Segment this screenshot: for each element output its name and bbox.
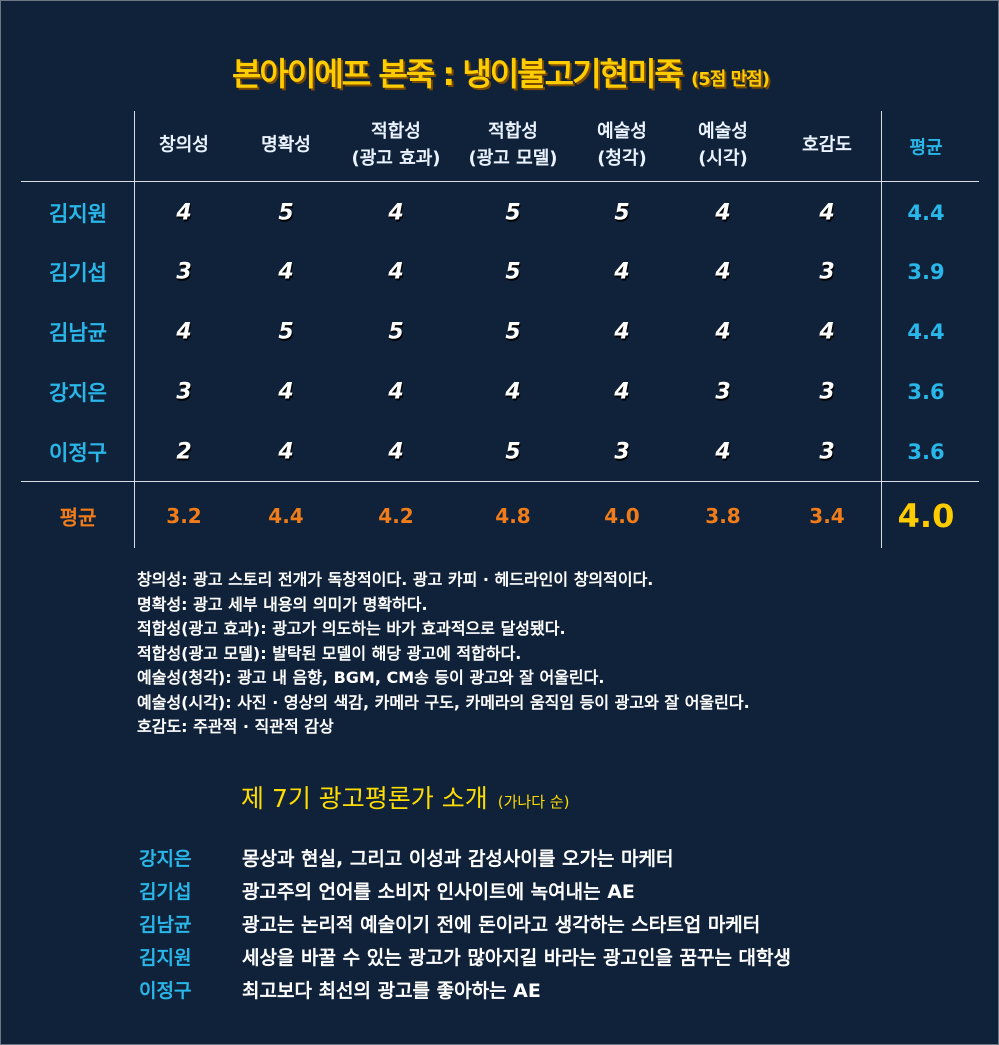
row-average: 4.4 bbox=[907, 320, 945, 344]
definition-line: 적합성(광고 효과): 광고가 의도하는 바가 효과적으로 달성됐다. bbox=[137, 619, 566, 638]
column-average: 4.4 bbox=[268, 504, 304, 528]
definitions: 창의성: 광고 스토리 전개가 독창적이다. 광고 카피 · 헤드라인이 창의적… bbox=[137, 568, 750, 740]
overall-average: 4.0 bbox=[897, 497, 955, 535]
critic-name: 강지은 bbox=[139, 848, 192, 870]
critics-title: 제 7기 광고평론가 소개 (가나다 순) bbox=[241, 779, 569, 815]
column-average: 4.8 bbox=[495, 504, 531, 528]
score-cell: 4 bbox=[819, 200, 835, 226]
critic-item: 이정구 최고보다 최선의 광고를 좋아하는 AE bbox=[139, 975, 791, 1008]
row-name: 이정구 bbox=[49, 441, 107, 465]
definition-line: 창의성: 광고 스토리 전개가 독창적이다. 광고 카피 · 헤드라인이 창의적… bbox=[137, 570, 654, 589]
score-cell: 4 bbox=[614, 319, 630, 345]
score-cell: 5 bbox=[278, 200, 294, 226]
column-header: 예술성 (시각) bbox=[698, 121, 748, 169]
column-header-average: 평균 bbox=[909, 137, 943, 159]
column-average: 4.0 bbox=[604, 504, 640, 528]
definition-line: 적합성(광고 모델): 발탁된 모델이 해당 광고에 적합하다. bbox=[137, 643, 522, 663]
divider bbox=[21, 181, 979, 182]
score-cell: 4 bbox=[176, 319, 192, 345]
definition-line: 명확성: 광고 세부 내용의 의미가 명확하다. bbox=[137, 594, 428, 614]
critic-item: 강지은 몽상과 현실, 그리고 이성과 감성사이를 오가는 마케터 bbox=[139, 843, 791, 876]
score-cell: 3 bbox=[715, 379, 731, 405]
score-cell: 5 bbox=[614, 200, 630, 226]
column-average: 4.2 bbox=[378, 504, 414, 528]
row-name: 김남균 bbox=[49, 321, 107, 345]
score-cell: 4 bbox=[614, 259, 630, 285]
critic-name: 김남균 bbox=[139, 914, 192, 936]
column-average: 3.8 bbox=[705, 504, 741, 528]
score-cell: 4 bbox=[715, 200, 731, 226]
page-title: 본아이에프 본죽 : 냉이불고기현미죽 (5점 만점) bbox=[1, 49, 998, 95]
score-cell: 5 bbox=[278, 319, 294, 345]
critic-description: 몽상과 현실, 그리고 이성과 감성사이를 오가는 마케터 bbox=[242, 848, 674, 870]
column-header: 적합성 (광고 모델) bbox=[468, 121, 558, 169]
divider bbox=[134, 111, 135, 548]
critic-description: 광고주의 언어를 소비자 인사이트에 녹여내는 AE bbox=[242, 881, 635, 903]
score-cell: 4 bbox=[388, 439, 404, 465]
row-average: 3.6 bbox=[907, 380, 945, 404]
title-text: 본아이에프 본죽 : 냉이불고기현미죽 bbox=[232, 55, 684, 93]
title-note: (5점 만점) bbox=[691, 69, 770, 90]
critic-name: 김기섭 bbox=[139, 881, 192, 903]
score-cell: 4 bbox=[278, 259, 294, 285]
score-cell: 5 bbox=[505, 319, 521, 345]
critic-name: 이정구 bbox=[139, 980, 192, 1002]
score-cell: 3 bbox=[614, 439, 630, 465]
score-cell: 4 bbox=[614, 379, 630, 405]
critics-title-note: (가나다 순) bbox=[497, 793, 570, 811]
critic-item: 김지원 세상을 바꿀 수 있는 광고가 많아지길 바라는 광고인을 꿈꾸는 대학생 bbox=[139, 942, 791, 975]
critics-title-text: 제 7기 광고평론가 소개 bbox=[241, 784, 488, 813]
column-header: 적합성 (광고 효과) bbox=[351, 121, 441, 169]
score-cell: 3 bbox=[819, 439, 835, 465]
score-cell: 4 bbox=[278, 379, 294, 405]
score-cell: 4 bbox=[715, 319, 731, 345]
row-average: 3.9 bbox=[907, 260, 945, 284]
average-row-label: 평균 bbox=[59, 505, 97, 530]
score-cell: 5 bbox=[505, 259, 521, 285]
definition-line: 호감도: 주관적 · 직관적 감상 bbox=[137, 717, 334, 736]
score-cell: 4 bbox=[819, 319, 835, 345]
score-cell: 4 bbox=[278, 439, 294, 465]
score-cell: 3 bbox=[176, 379, 192, 405]
column-header: 명확성 bbox=[261, 134, 311, 156]
critic-description: 광고는 논리적 예술이기 전에 돈이라고 생각하는 스타트업 마케터 bbox=[242, 914, 761, 936]
score-cell: 4 bbox=[176, 200, 192, 226]
score-cell: 4 bbox=[388, 259, 404, 285]
score-cell: 3 bbox=[819, 259, 835, 285]
score-cell: 2 bbox=[176, 439, 192, 465]
definition-line: 예술성(청각): 광고 내 음향, BGM, CM송 등이 광고와 잘 어울린다… bbox=[137, 668, 605, 687]
column-header: 예술성 (청각) bbox=[597, 121, 647, 169]
row-average: 4.4 bbox=[907, 201, 945, 225]
row-name: 김지원 bbox=[49, 202, 107, 226]
column-header: 호감도 bbox=[802, 134, 852, 156]
critic-item: 김남균 광고는 논리적 예술이기 전에 돈이라고 생각하는 스타트업 마케터 bbox=[139, 909, 791, 942]
score-cell: 5 bbox=[505, 200, 521, 226]
score-cell: 5 bbox=[388, 319, 404, 345]
score-cell: 4 bbox=[388, 200, 404, 226]
score-cell: 4 bbox=[505, 379, 521, 405]
score-cell: 3 bbox=[176, 259, 192, 285]
column-header: 창의성 bbox=[159, 134, 209, 156]
row-average: 3.6 bbox=[907, 440, 945, 464]
critic-item: 김기섭 광고주의 언어를 소비자 인사이트에 녹여내는 AE bbox=[139, 876, 791, 909]
critic-description: 세상을 바꿀 수 있는 광고가 많아지길 바라는 광고인을 꿈꾸는 대학생 bbox=[242, 947, 791, 969]
column-average: 3.4 bbox=[809, 504, 845, 528]
score-cell: 4 bbox=[388, 379, 404, 405]
score-cell: 4 bbox=[715, 439, 731, 465]
divider bbox=[21, 481, 979, 482]
definition-line: 예술성(시각): 사진 · 영상의 색감, 카메라 구도, 카메라의 움직임 등… bbox=[137, 692, 750, 712]
score-cell: 4 bbox=[715, 259, 731, 285]
critic-name: 김지원 bbox=[139, 947, 192, 969]
score-cell: 5 bbox=[505, 439, 521, 465]
divider bbox=[881, 111, 882, 548]
row-name: 강지은 bbox=[49, 381, 107, 405]
score-cell: 3 bbox=[819, 379, 835, 405]
column-average: 3.2 bbox=[166, 504, 202, 528]
row-name: 김기섭 bbox=[49, 261, 107, 285]
critic-description: 최고보다 최선의 광고를 좋아하는 AE bbox=[242, 980, 541, 1002]
